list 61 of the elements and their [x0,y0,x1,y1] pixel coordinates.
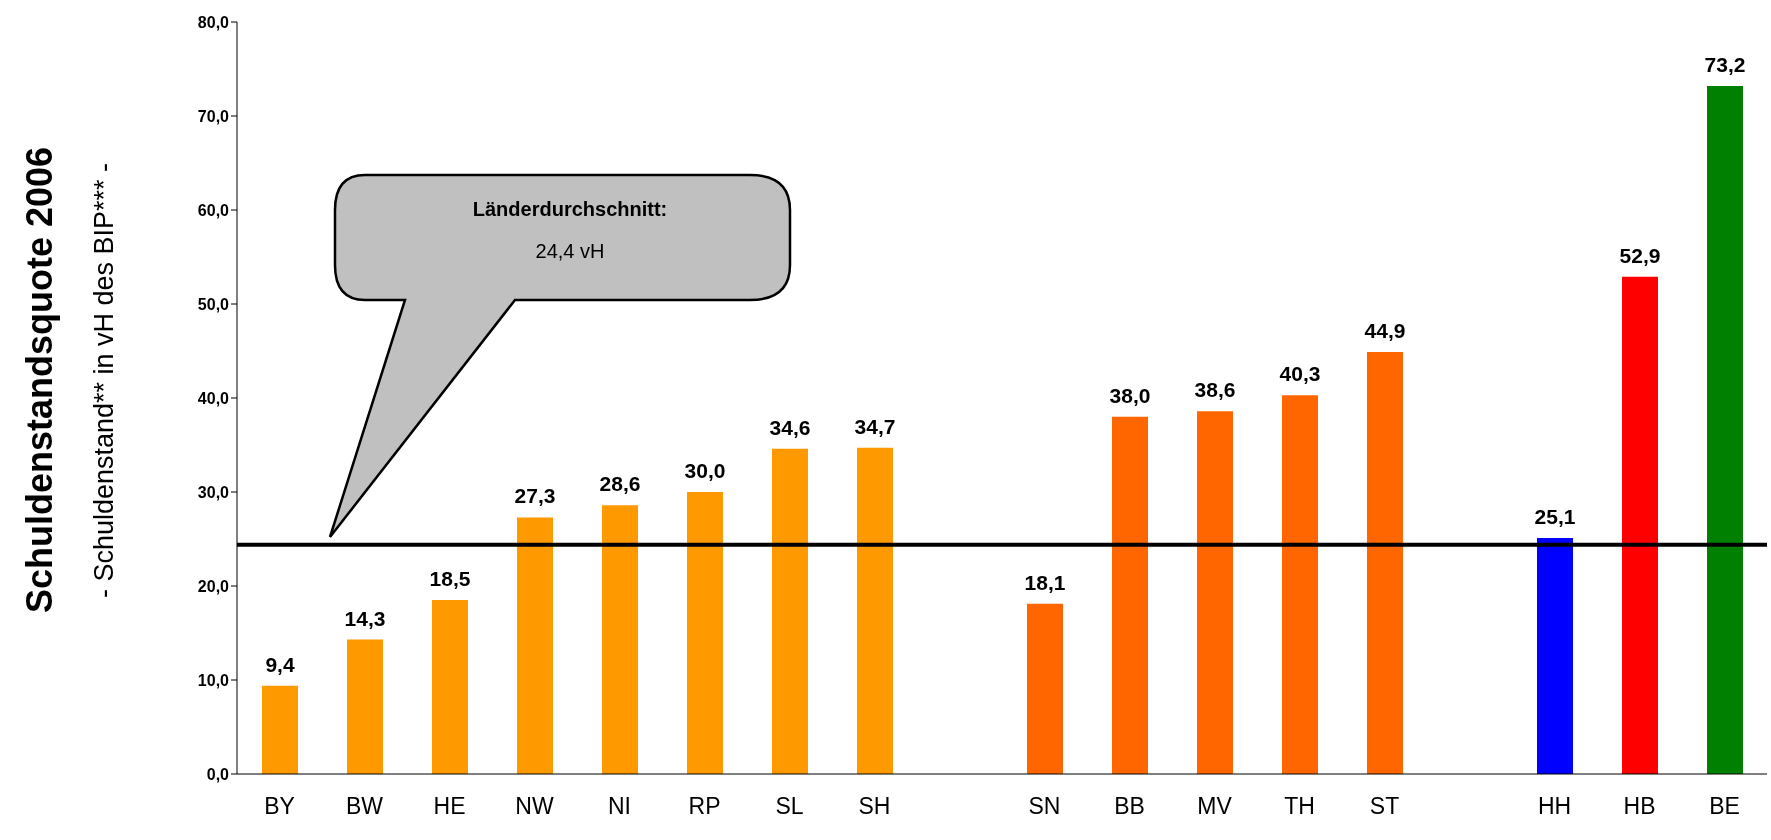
y-tick-label: 0,0 [206,765,230,783]
y-tick-label: 80,0 [197,13,230,31]
data-label: 25,1 [1534,505,1576,529]
bar [857,447,893,774]
bar [347,639,383,774]
x-tick-label: BB [1114,793,1145,820]
data-label: 28,6 [599,472,641,496]
data-label: 44,9 [1364,318,1406,342]
data-label: 18,5 [429,567,471,591]
x-tick-label: ST [1369,793,1400,820]
data-label: 40,3 [1279,362,1321,386]
x-tick-label: MV [1197,793,1233,820]
data-label: 38,6 [1194,378,1236,402]
y-tick-label: 60,0 [197,201,230,219]
text: Schuldenstandsquote 2006 [19,146,61,614]
bar [602,505,638,774]
x-tick-label: HB [1623,793,1656,820]
data-label: 30,0 [684,459,726,482]
bar [1622,276,1658,774]
x-tick-label: BW [345,793,384,820]
bar [432,600,468,774]
y-tick-label: 20,0 [197,577,230,595]
x-tick-label: BE [1709,793,1740,820]
annotation: 24,4 vH [534,240,606,263]
y-tick-label: 50,0 [197,295,230,313]
x-tick-label: HH [1537,793,1572,820]
bar [687,492,723,774]
ref-line-label: Länderdurchschnitt: [471,198,669,221]
y-axis-title: - Schuldenstand** in vH des BIP*** - [89,162,121,598]
y-tick-label: 70,0 [197,107,230,125]
x-tick-label: SL [775,793,804,820]
bar [772,448,808,774]
bar [517,517,553,774]
bar [1027,603,1063,774]
x-tick-label: HE [433,793,466,820]
bar [262,685,298,774]
y-tick-label: 40,0 [197,389,230,407]
data-label: 9,4 [265,652,295,676]
x-tick-label: NI [608,793,631,820]
x-tick-label: SH [858,793,891,820]
bar [1282,395,1318,774]
bar [1112,416,1148,774]
x-tick-label: NW [515,793,554,820]
data-label: 14,3 [344,606,386,630]
y-tick-label: 10,0 [197,671,230,689]
data-label: 52,9 [1619,243,1661,267]
bar [1367,351,1403,774]
data-label: 73,2 [1704,52,1746,76]
data-label: 38,0 [1109,383,1151,407]
y-tick-label: 30,0 [197,483,230,501]
x-tick-label: BY [264,793,295,820]
x-tick-label: SN [1028,793,1061,820]
data-label: 34,6 [769,415,811,439]
data-label: 27,3 [514,484,556,508]
bar [1707,85,1743,774]
x-tick-label: TH [1284,793,1315,820]
bar [1537,538,1573,774]
bar [1197,411,1233,774]
x-tick-label: RP [688,793,721,820]
data-label: 18,1 [1024,570,1066,594]
data-label: 34,7 [854,414,896,438]
